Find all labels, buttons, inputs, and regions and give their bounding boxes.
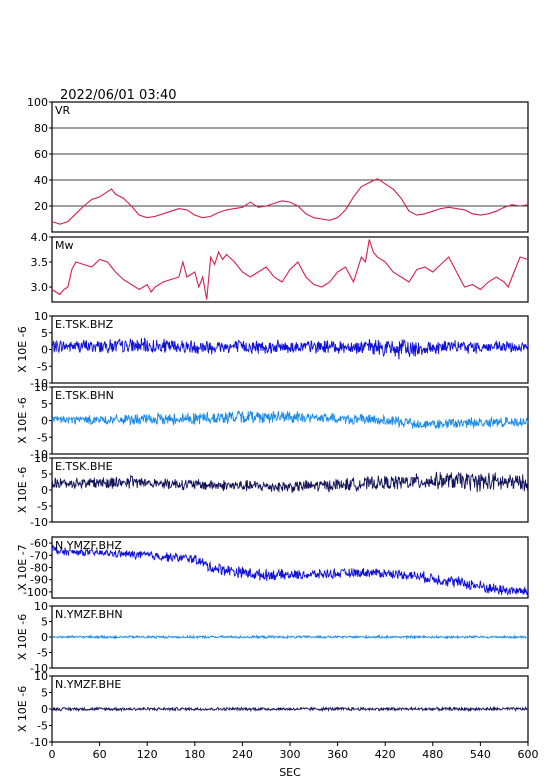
panel-frame (51, 101, 529, 233)
series-line (51, 544, 529, 596)
y-tick-label: 4.0 (31, 231, 49, 244)
x-tick-label: 540 (470, 748, 491, 761)
y-tick-label: -5 (37, 720, 48, 733)
series-line (51, 410, 529, 430)
series-line (51, 471, 529, 493)
x-tick-label: 120 (137, 748, 158, 761)
header-datetime: 2022/06/01 03:40 (60, 88, 177, 103)
series-line (51, 705, 529, 713)
panel-label: E.TSK.BHZ (55, 318, 114, 331)
x-tick-label: 600 (518, 748, 539, 761)
panel-label: E.TSK.BHE (55, 460, 113, 473)
y-tick-label: 5 (41, 398, 48, 411)
y-tick-label: -100 (23, 586, 48, 599)
y-tick-label: -5 (37, 647, 48, 660)
y-tick-label: -70 (30, 549, 48, 562)
panel-n-ymzf-bhn: -10 -5 0 5 10 X 10E -6 N.YMZF.BHN (16, 600, 529, 675)
panel-e-tsk-bhz: -10 -5 0 5 10 X 10E -6 E.TSK.BHZ (16, 310, 529, 390)
y-tick-label: -60 (30, 537, 48, 550)
panel-mw: 3.0 3.5 4.0 Mw (31, 231, 529, 303)
panel-frame (51, 536, 529, 599)
y-tick-label: 5 (41, 687, 48, 700)
x-axis-label: SEC (279, 766, 301, 779)
y-tick-label: 0 (41, 631, 48, 644)
y-tick-label: 40 (34, 174, 48, 187)
panel-e-tsk-bhe: -10 -5 0 5 10 X 10E -6 E.TSK.BHE (16, 452, 529, 529)
y-tick-label: 10 (34, 310, 48, 323)
y-tick-label: 3.0 (31, 281, 49, 294)
x-tick-label: 480 (422, 748, 443, 761)
series-line (51, 634, 529, 640)
series-line (51, 178, 529, 225)
y-axis-label: X 10E -7 (16, 544, 29, 590)
y-tick-label: 10 (34, 670, 48, 683)
y-axis-label: X 10E -6 (16, 326, 29, 372)
x-tick-label: 360 (327, 748, 348, 761)
y-tick-label: 5 (41, 327, 48, 340)
y-tick-label: -5 (37, 431, 48, 444)
panel-label: Mw (55, 239, 74, 252)
y-tick-label: 20 (34, 200, 48, 213)
y-tick-label: 60 (34, 148, 48, 161)
x-tick-label: 420 (375, 748, 396, 761)
y-tick-label: 10 (34, 452, 48, 465)
y-tick-label: -10 (30, 516, 48, 529)
y-tick-label: -10 (30, 448, 48, 461)
y-tick-label: -5 (37, 360, 48, 373)
panel-label: N.YMZF.BHZ (55, 539, 122, 552)
y-tick-label: -90 (30, 574, 48, 587)
y-tick-label: 3.5 (31, 256, 49, 269)
panel-frame (51, 457, 529, 523)
y-tick-label: 0 (41, 415, 48, 428)
panel-vr: 20 40 60 80 100 VR (27, 96, 529, 233)
y-tick-label: 100 (27, 96, 48, 109)
y-axis-label: X 10E -6 (16, 467, 29, 513)
y-tick-label: -10 (30, 736, 48, 749)
series-line (51, 337, 529, 360)
panel-n-ymzf-bhe: -10 -5 0 5 10 X 10E -6 N.YMZF.BHE (16, 670, 529, 749)
y-tick-label: -5 (37, 500, 48, 513)
y-tick-label: 5 (41, 616, 48, 629)
x-tick-label: 0 (49, 748, 56, 761)
panel-label: VR (55, 104, 71, 117)
panel-label: N.YMZF.BHE (55, 678, 121, 691)
y-tick-label: 0 (41, 484, 48, 497)
panel-label: N.YMZF.BHN (55, 608, 123, 621)
y-tick-label: 10 (34, 381, 48, 394)
x-tick-label: 240 (232, 748, 253, 761)
y-tick-label: 0 (41, 703, 48, 716)
panel-frame (51, 236, 529, 303)
series-line (51, 239, 529, 300)
y-axis-label: X 10E -6 (16, 686, 29, 732)
x-tick-label: 180 (184, 748, 205, 761)
panel-label: E.TSK.BHN (55, 389, 114, 402)
y-tick-label: 10 (34, 600, 48, 613)
y-tick-label: -10 (30, 662, 48, 675)
y-tick-label: 80 (34, 122, 48, 135)
y-axis-label: X 10E -6 (16, 614, 29, 660)
y-tick-label: 5 (41, 468, 48, 481)
y-tick-label: 0 (41, 344, 48, 357)
y-tick-label: -10 (30, 377, 48, 390)
panel-e-tsk-bhn: -10 -5 0 5 10 X 10E -6 E.TSK.BHN (16, 381, 529, 461)
x-tick-label: 300 (280, 748, 301, 761)
x-tick-label: 60 (93, 748, 107, 761)
y-axis-label: X 10E -6 (16, 397, 29, 443)
y-tick-label: -80 (30, 562, 48, 575)
